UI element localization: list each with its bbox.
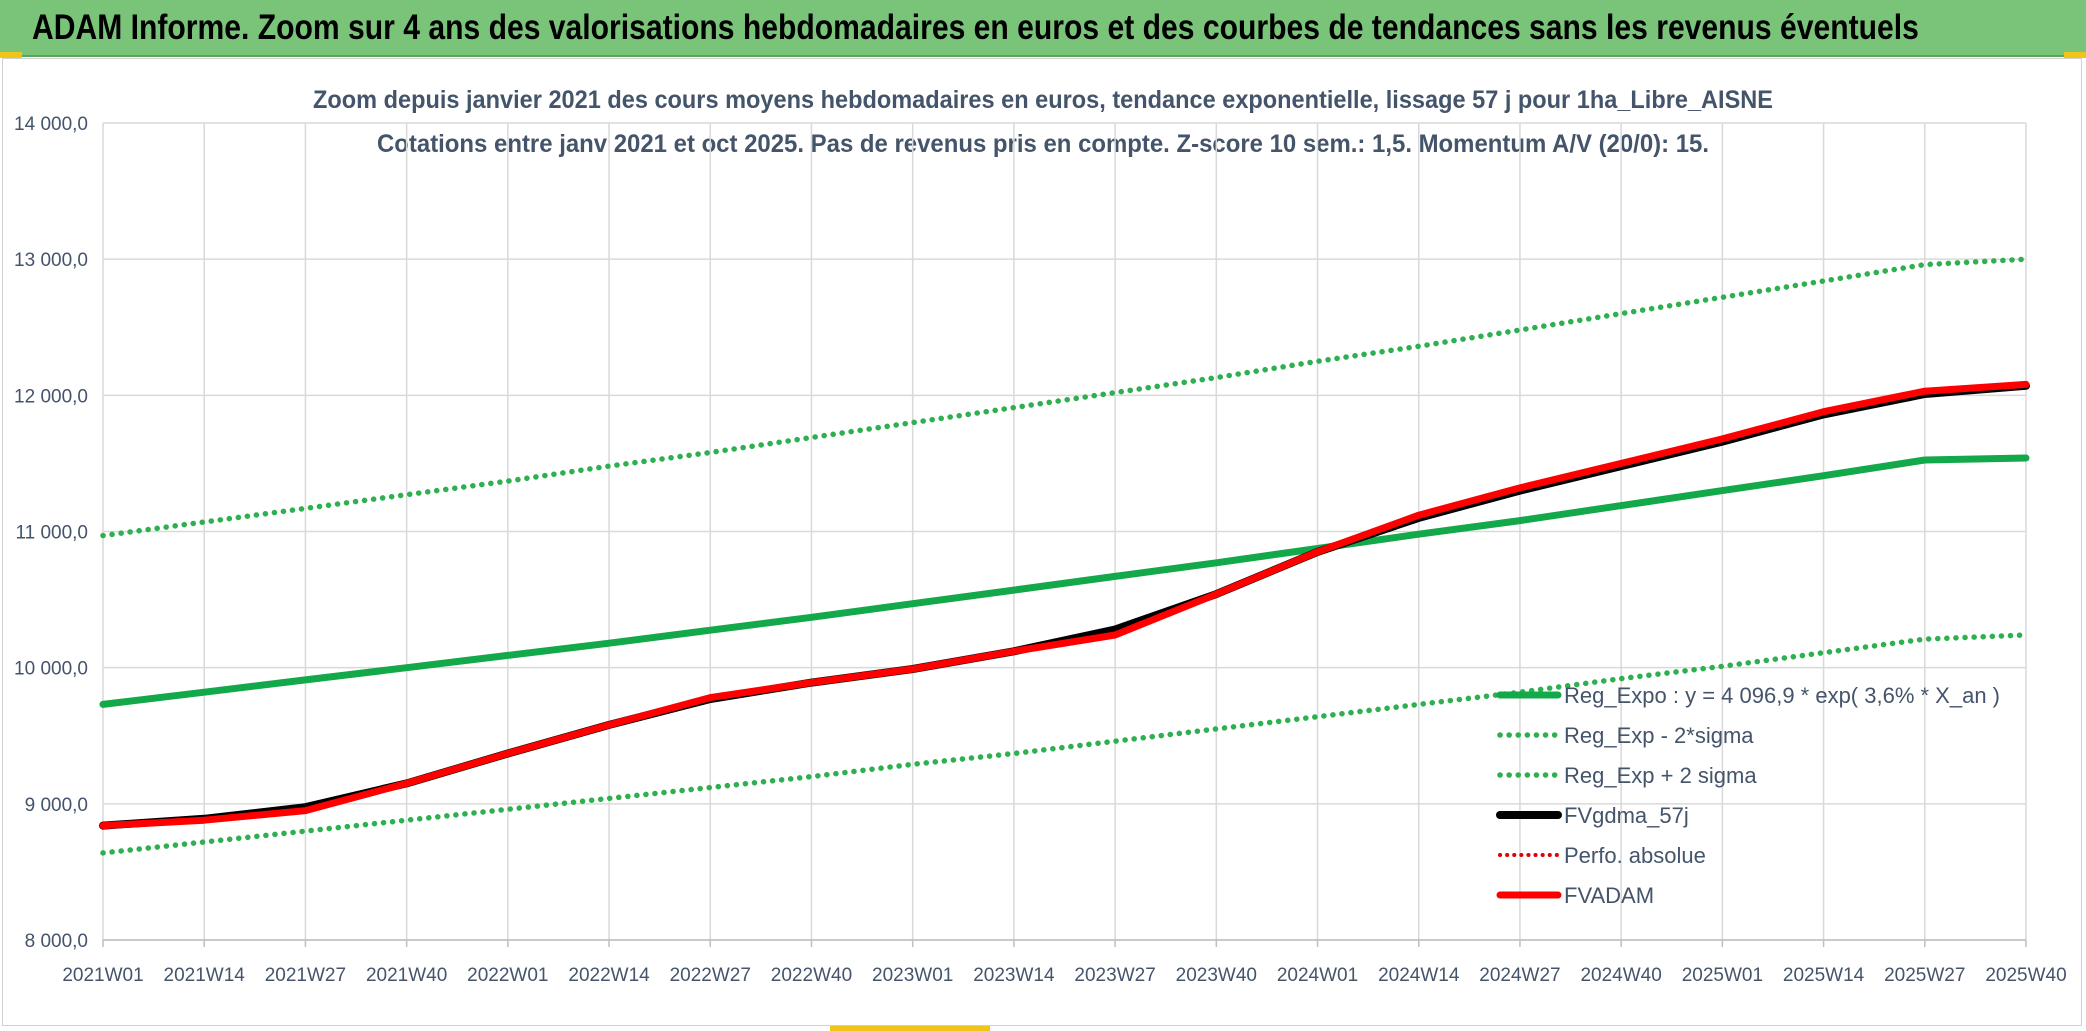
legend-label-reg-exp-2-sigma: Reg_Exp - 2*sigma: [1564, 723, 1754, 748]
grid: [102, 122, 2027, 941]
y-tick-label: 11 000,0: [15, 523, 88, 544]
series-group: [99, 256, 2030, 856]
y-tick-label: 8 000,0: [25, 931, 88, 952]
banner-accent-left: [0, 52, 22, 58]
legend-label-fvgdma-57j: FVgdma_57j: [1564, 803, 1689, 828]
x-tick-label: 2025W40: [1985, 965, 2066, 986]
series-reg-expo-y-4-096-9-exp-3-6-x-an: [99, 454, 2030, 708]
series-fvadam: [99, 380, 2030, 830]
chart-frame: [2, 58, 2082, 1026]
legend-label-perfo-absolue: Perfo. absolue: [1564, 843, 1706, 868]
legend-label-reg-exp-2-sigma: Reg_Exp + 2 sigma: [1564, 763, 1757, 788]
axes: 8 000,0 9 000,0 10 000,0 11 000,0 12 000,0 13…: [14, 114, 2067, 986]
x-tick-label: 2024W14: [1378, 965, 1460, 986]
legend-label-reg-expo-y-4-096-9-exp-3-6-x-an: Reg_Expo : y = 4 096,9 * exp( 3,6% * X_a…: [1564, 683, 2000, 708]
x-tick-label: 2024W27: [1479, 965, 1560, 986]
y-tick-label: 14 000,0: [14, 114, 88, 135]
x-tick-label: 2025W01: [1682, 965, 1763, 986]
x-tick-label: 2024W40: [1580, 965, 1661, 986]
x-tick-label: 2022W01: [467, 965, 548, 986]
x-tick-label: 2025W14: [1783, 965, 1865, 986]
report-banner: ADAM Informe. Zoom sur 4 ans des valoris…: [0, 0, 2086, 57]
x-tick-label: 2024W01: [1277, 965, 1358, 986]
legend: Reg_Expo : y = 4 096,9 * exp( 3,6% * X_a…: [1496, 683, 2000, 908]
x-tick-label: 2021W40: [366, 965, 447, 986]
x-tick-label: 2022W40: [771, 965, 852, 986]
report-title: ADAM Informe. Zoom sur 4 ans des valoris…: [32, 8, 1919, 47]
x-tick-label: 2023W40: [1176, 965, 1257, 986]
x-tick-label: 2021W14: [164, 965, 246, 986]
y-tick-label: 10 000,0: [14, 659, 88, 680]
x-tick-label: 2025W27: [1884, 965, 1965, 986]
series-reg-exp-2-sigma: [100, 256, 2029, 539]
x-tick-label: 2021W01: [62, 965, 143, 986]
chart-title-line2: Cotations entre janv 2021 et oct 2025. P…: [377, 130, 1709, 158]
y-tick-label: 12 000,0: [14, 386, 88, 407]
y-tick-label: 13 000,0: [14, 250, 88, 271]
x-tick-label: 2022W14: [568, 965, 650, 986]
legend-label-fvadam: FVADAM: [1564, 883, 1654, 908]
series-reg-exp-2-sigma: [100, 632, 2029, 856]
x-tick-label: 2022W27: [670, 965, 751, 986]
x-tick-label: 2023W27: [1074, 965, 1155, 986]
y-tick-label: 9 000,0: [25, 795, 88, 816]
chart-title-line1: Zoom depuis janvier 2021 des cours moyen…: [313, 86, 1773, 114]
bottom-accent: [830, 1026, 990, 1031]
x-tick-label: 2021W27: [265, 965, 346, 986]
banner-accent-right: [2064, 52, 2086, 58]
x-tick-label: 2023W14: [973, 965, 1055, 986]
x-tick-label: 2023W01: [872, 965, 953, 986]
